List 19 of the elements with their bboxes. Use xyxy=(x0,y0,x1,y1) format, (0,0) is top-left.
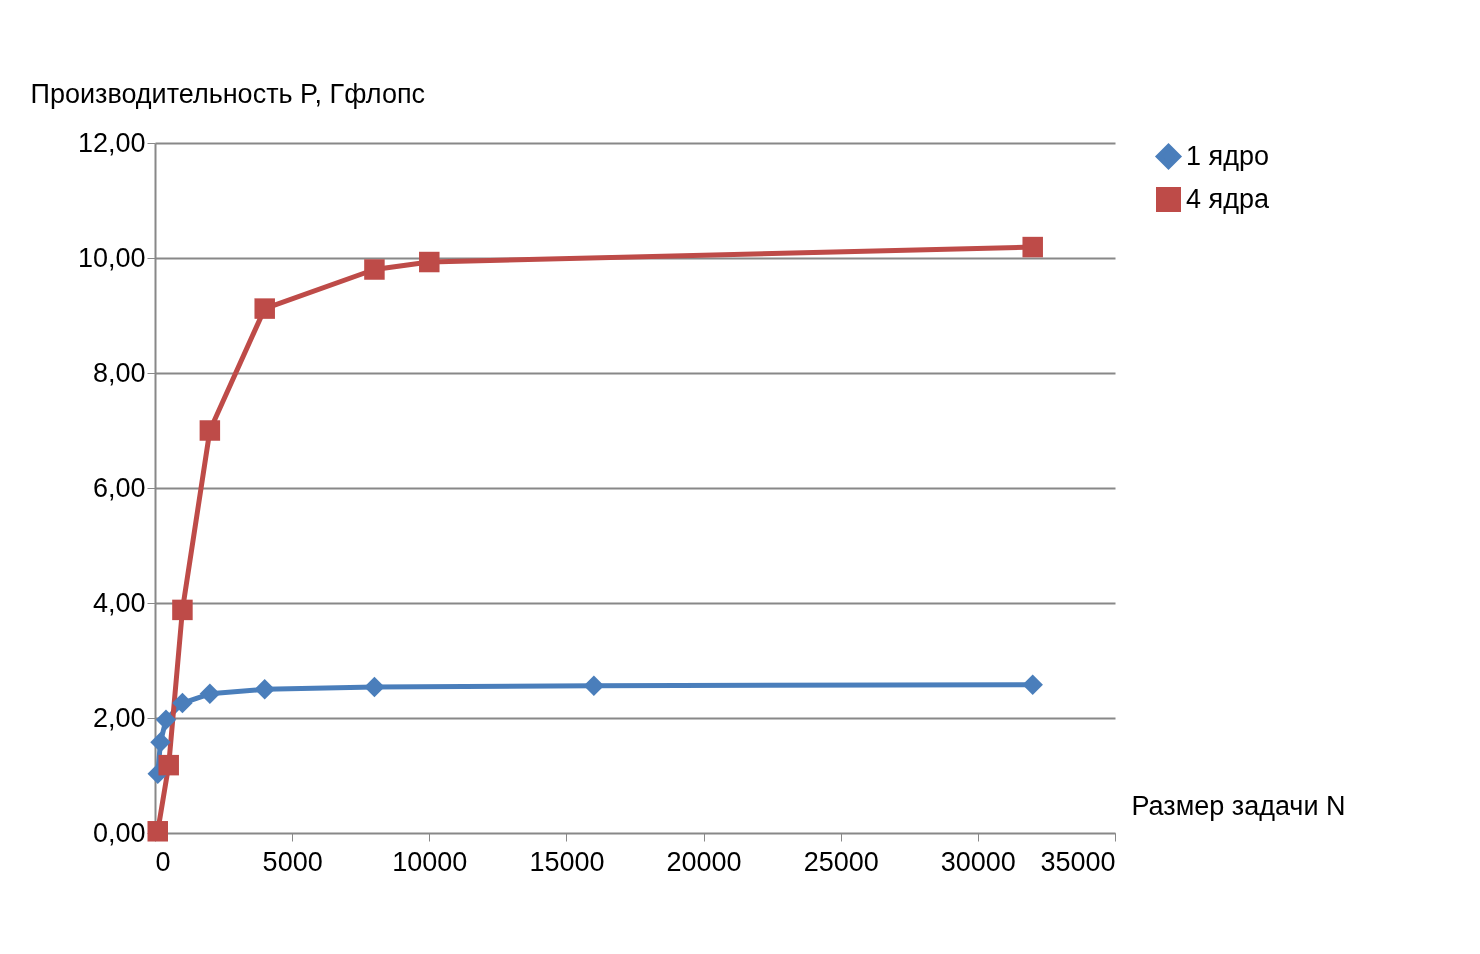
y-tick-label: 8,00 xyxy=(92,357,146,388)
x-tick-label: 5000 xyxy=(262,846,323,877)
x-tick-label: 15000 xyxy=(529,846,605,877)
x-tick-label: 10000 xyxy=(392,846,468,877)
y-tick-label: 6,00 xyxy=(92,472,146,503)
y-tick-label: 0,00 xyxy=(92,817,146,848)
x-tick-label: 30000 xyxy=(940,846,1016,877)
x-tick-label: 35000 xyxy=(1040,846,1116,877)
x-tick-label: 0 xyxy=(155,846,171,877)
y-tick-label: 2,00 xyxy=(92,702,146,733)
x-tick-label: 25000 xyxy=(803,846,879,877)
x-tick-label: 20000 xyxy=(666,846,742,877)
legend-label: 4 ядра xyxy=(1186,183,1270,214)
y-tick-label: 4,00 xyxy=(92,587,146,618)
legend-label: 1 ядро xyxy=(1186,140,1269,171)
y-tick-label: 10,00 xyxy=(77,242,146,273)
y-tick-label: 12,00 xyxy=(77,127,146,158)
x-axis-title: Размер задачи N xyxy=(1131,790,1346,821)
y-axis-title: Производительность P, Гфлопс xyxy=(30,78,426,109)
